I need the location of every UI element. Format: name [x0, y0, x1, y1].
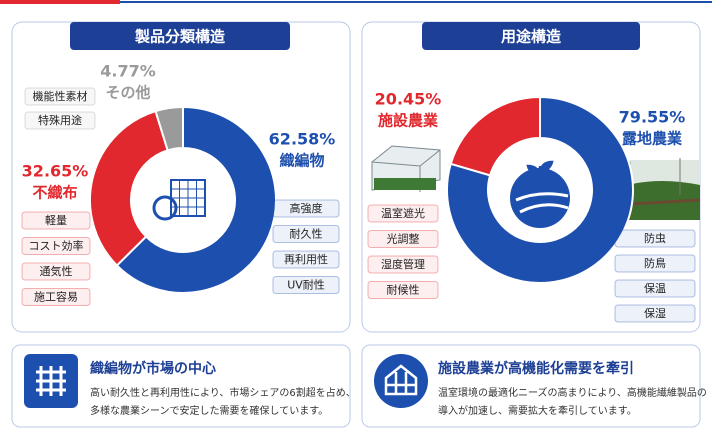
tag — [24, 87, 96, 106]
tag-label: 保温 — [644, 281, 666, 295]
value-label: 32.65% — [22, 162, 89, 181]
tag-label: 特殊用途 — [38, 113, 82, 127]
category-label: 不織布 — [32, 184, 77, 202]
tag — [272, 250, 340, 269]
card-title: 織編物が市場の中心 — [90, 360, 216, 377]
tag — [614, 254, 696, 273]
donut-segment — [115, 105, 277, 294]
tag-label: UV耐性 — [287, 278, 325, 292]
donut-segment — [89, 109, 169, 267]
tag-label: コスト効率 — [29, 239, 84, 253]
chart-title: 用途構造 — [501, 28, 561, 46]
donut-segment — [154, 105, 184, 152]
tag-label: 通気性 — [40, 264, 73, 278]
grid-icon — [36, 366, 66, 396]
value-label: 20.45% — [375, 90, 442, 109]
center-icon-bg — [137, 154, 229, 246]
top-bar-blue — [120, 1, 712, 3]
tag-label: 再利用性 — [284, 252, 328, 266]
tag — [24, 111, 96, 130]
top-bar-red — [0, 0, 120, 4]
greenhouse-icon — [384, 364, 418, 396]
tag — [367, 281, 439, 299]
tag — [21, 211, 91, 230]
category-label: その他 — [105, 84, 150, 102]
card-text: 温室環境の最適化ニーズの高まりにより、高機能繊維製品の — [438, 386, 707, 399]
card-title: 施設農業が高機能化需要を牽引 — [438, 360, 634, 377]
tag — [367, 255, 439, 274]
category-label: 織編物 — [279, 152, 324, 170]
tag-label: 軽量 — [45, 214, 67, 227]
tag-label: 温室遮光 — [381, 206, 425, 220]
title-tab — [70, 22, 290, 50]
field-icon — [510, 168, 570, 228]
chart-title: 製品分類構造 — [134, 28, 225, 46]
tag-label: 機能性素材 — [33, 89, 88, 103]
tag — [21, 288, 91, 306]
card-icon — [374, 354, 428, 408]
tag — [21, 237, 91, 255]
tag — [272, 276, 340, 294]
tag — [367, 230, 439, 248]
title-tab — [422, 22, 640, 50]
donut-segment — [449, 95, 541, 177]
tag — [367, 204, 439, 223]
tag-label: 保湿 — [644, 306, 666, 320]
card-text: 高い耐久性と再利用性により、市場シェアの6割超を占め、 — [90, 386, 356, 399]
tag — [272, 199, 340, 218]
category-label: 施設農業 — [378, 112, 439, 130]
roll-icon — [152, 195, 178, 221]
tag-label: 高強度 — [290, 201, 323, 215]
tag — [614, 279, 696, 298]
card — [361, 344, 701, 428]
tag-label: 耐久性 — [290, 227, 323, 241]
tag — [21, 262, 91, 281]
tag — [614, 229, 696, 248]
sprout — [526, 160, 554, 186]
tag-label: 施工容易 — [34, 290, 78, 304]
tag-label: 防虫 — [644, 231, 666, 245]
value-label: 62.58% — [269, 130, 336, 149]
card-text: 導入が加速し、需要拡大を牽引しています。 — [438, 404, 637, 417]
category-label: 露地農業 — [622, 130, 683, 148]
tag-label: 耐候性 — [387, 283, 420, 297]
greenhouse-image — [371, 145, 441, 192]
tag-label: 湿度管理 — [381, 257, 425, 271]
tag — [614, 304, 696, 323]
card-text: 多様な農業シーンで安定した需要を確保しています。 — [90, 404, 328, 417]
tag-label: 防鳥 — [644, 256, 666, 270]
donut-segment — [446, 95, 634, 284]
tag-label: 光調整 — [387, 232, 420, 246]
value-label: 4.77% — [100, 62, 156, 81]
card — [11, 344, 351, 428]
tag — [272, 225, 340, 243]
field-rows — [515, 192, 569, 214]
value-label: 79.55% — [619, 108, 686, 127]
